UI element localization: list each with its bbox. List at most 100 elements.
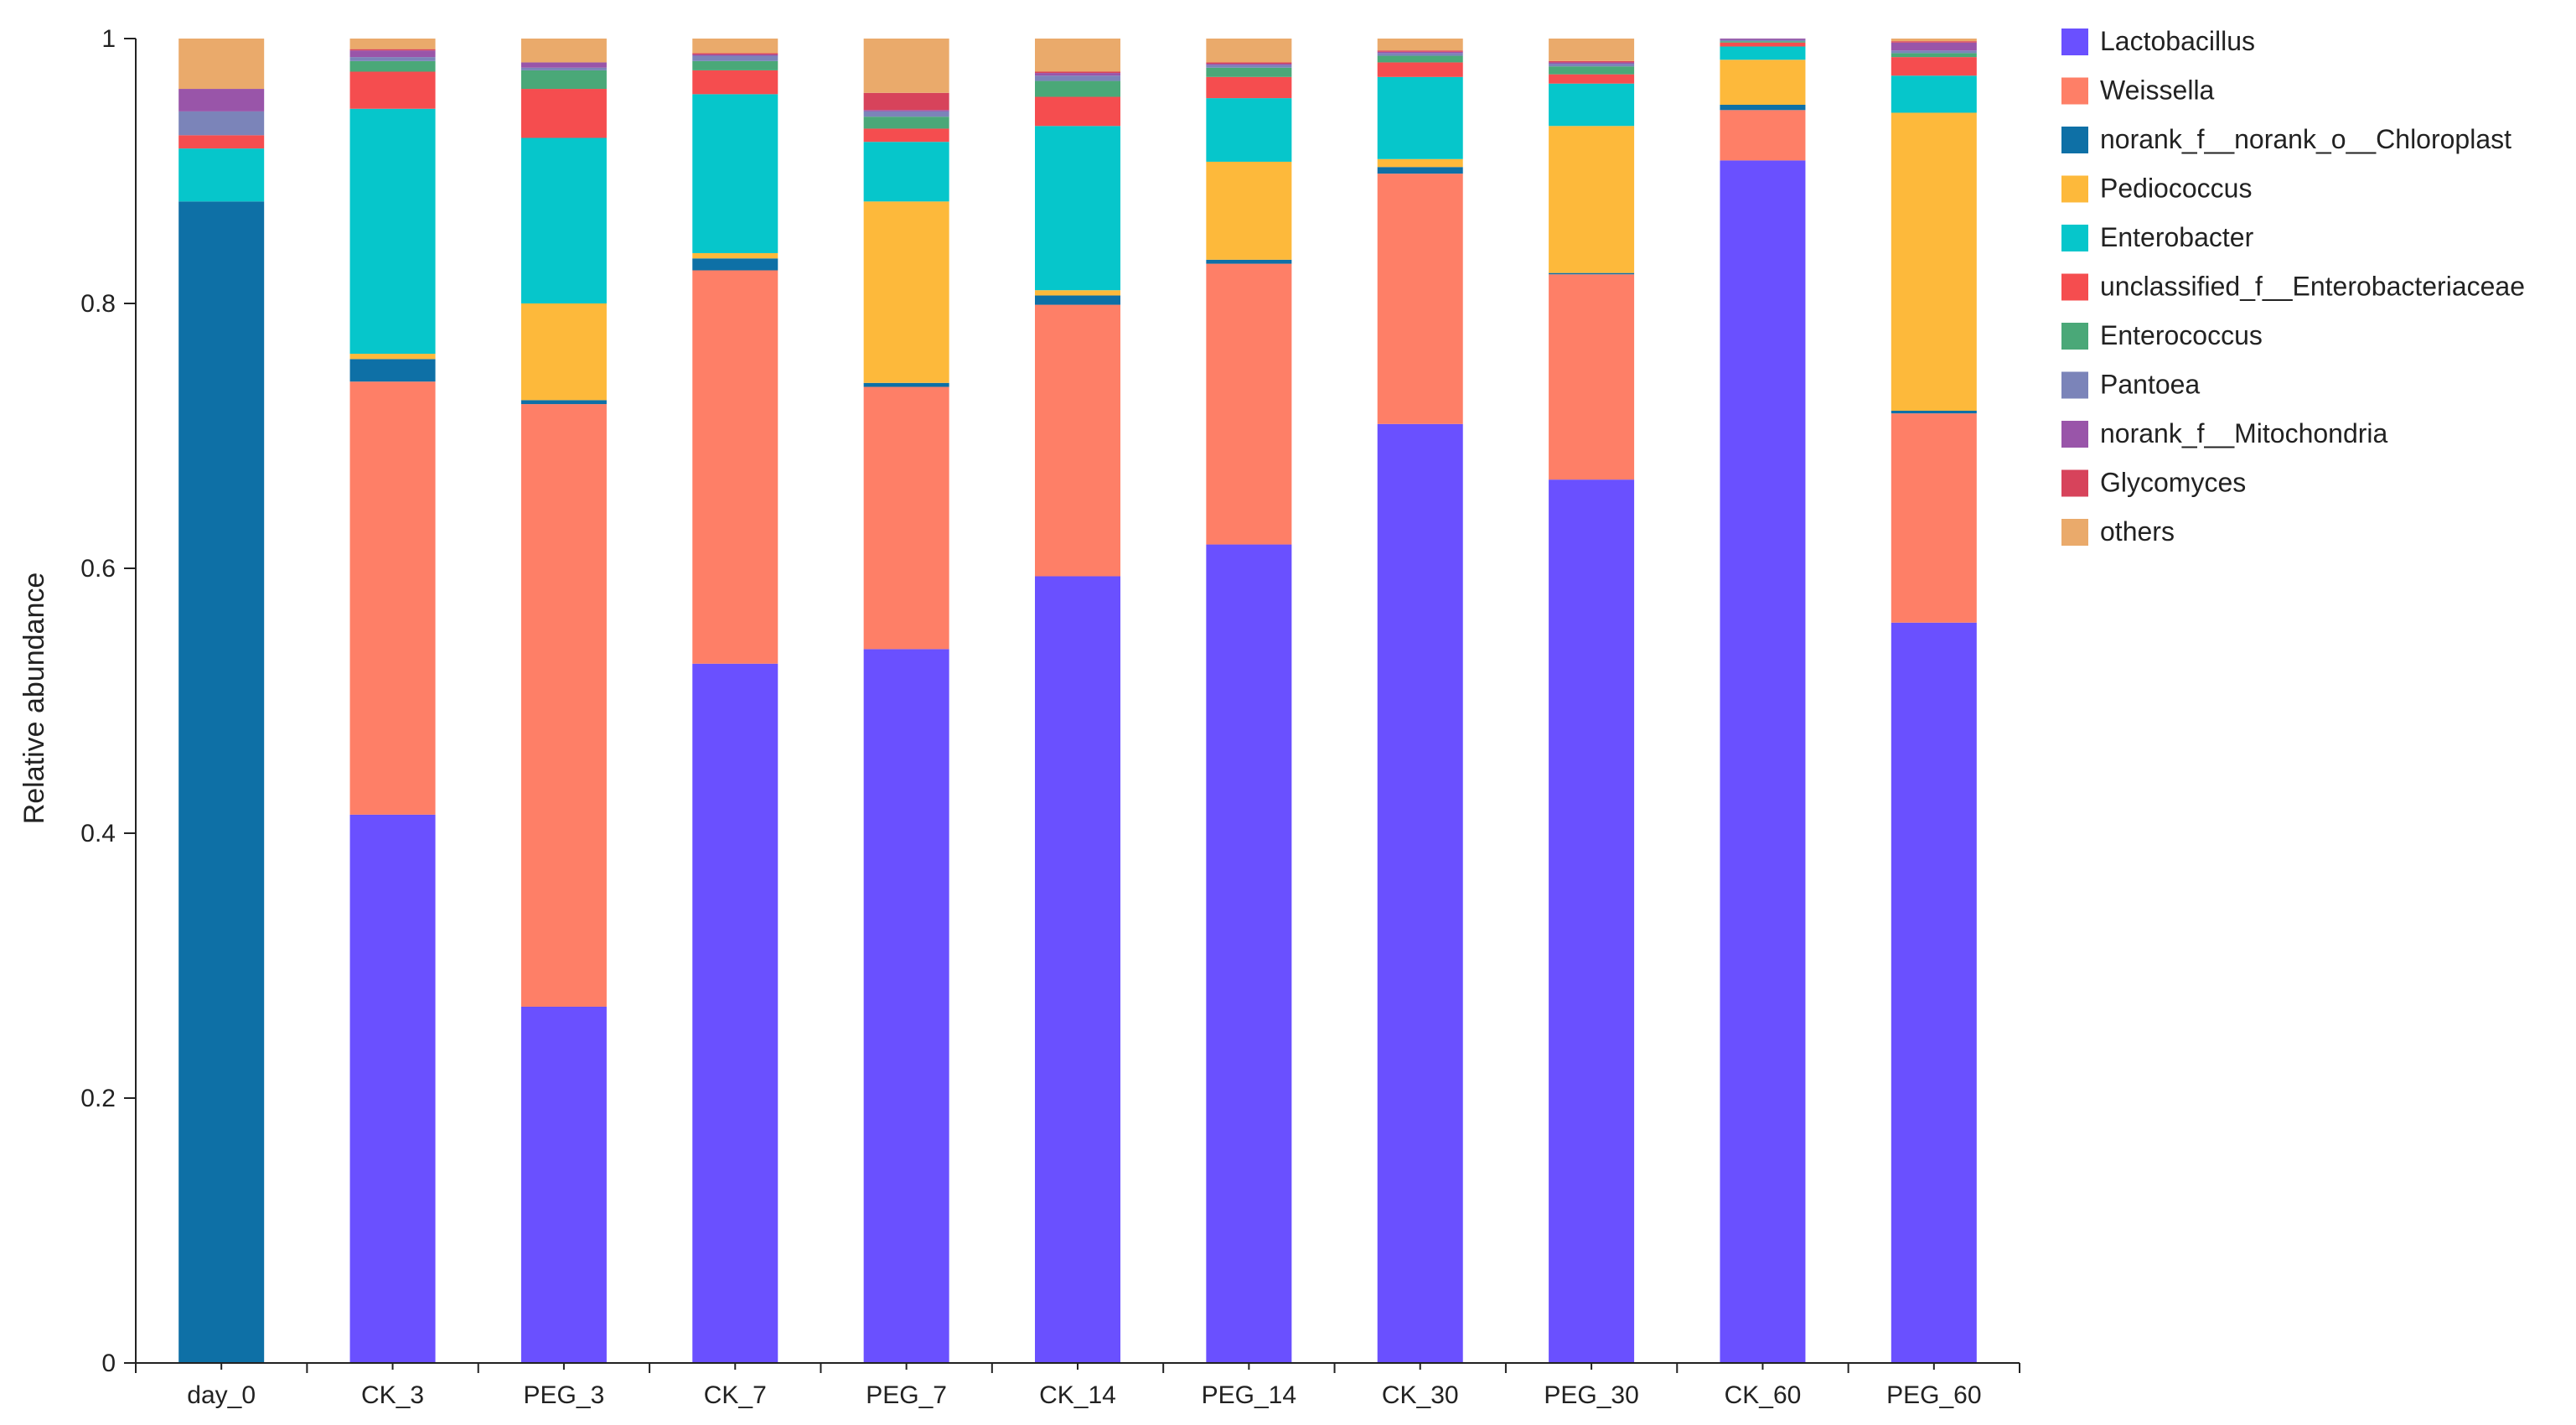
x-tick-label-peg-30: PEG_30 (1544, 1381, 1638, 1409)
legend-label: Enterococcus (2100, 320, 2263, 350)
legend: Lactobacillus Weissella norank_f__norank_o… (2061, 26, 2525, 547)
legend-item-unclassified-f-enterobacteriaceae: unclassified_f__Enterobacteriaceae (2061, 272, 2525, 302)
legend-swatch (2061, 371, 2088, 399)
bar-segment-ck-3-lactobacillus (349, 814, 436, 1363)
bar-segment-ck-60-lactobacillus (1720, 160, 1806, 1364)
bar-segment-day-0-pantoea (178, 111, 265, 136)
legend-item-others: others (2061, 516, 2175, 547)
legend-label: norank_f__Mitochondria (2100, 418, 2388, 448)
legend-item-weissella: Weissella (2061, 75, 2215, 106)
bar-segment-peg-3-norank-f-norank-o-chloroplast (520, 400, 607, 405)
bar-stack-ck-14 (1035, 39, 1120, 1363)
bar-segment-ck-3-enterococcus (349, 60, 436, 72)
bar-segment-peg-14-lactobacillus (1206, 544, 1292, 1363)
bar-segment-peg-60-weissella (1891, 413, 1977, 623)
bar-segment-ck-14-enterococcus (1035, 80, 1120, 97)
bar-segment-ck-14-glycomyces (1035, 71, 1120, 74)
bar-segment-peg-14-others (1206, 39, 1292, 63)
bar-segment-peg-7-others (863, 39, 949, 93)
bar-segment-ck-60-enterobacter (1720, 46, 1806, 60)
y-tick-label: 1 (101, 25, 116, 53)
bar-segment-peg-7-pediococcus (863, 201, 949, 383)
bar-segment-peg-3-enterobacter (520, 137, 607, 303)
bar-segment-peg-7-norank-f-norank-o-chloroplast (863, 382, 949, 387)
legend-swatch (2061, 519, 2088, 546)
bar-segment-peg-14-pediococcus (1206, 161, 1292, 260)
legend-swatch (2061, 28, 2088, 55)
bar-segment-peg-60-pantoea (1891, 50, 1977, 54)
legend-label: Weissella (2100, 75, 2215, 106)
bar-segment-peg-30-pantoea (1549, 64, 1635, 67)
bar-segment-ck-30-enterobacter (1377, 76, 1463, 159)
bar-segment-peg-60-pediococcus (1891, 112, 1977, 411)
bar-segment-peg-30-others (1549, 39, 1635, 61)
x-tick-label-peg-7: PEG_7 (866, 1381, 947, 1409)
bar-segment-peg-14-weissella (1206, 263, 1292, 545)
bar-segment-peg-3-lactobacillus (520, 1006, 607, 1363)
y-axis-title: Relative abundance (18, 573, 50, 825)
legend-item-enterobacter: Enterobacter (2061, 222, 2254, 252)
bar-segment-ck-14-norank-f-mitochondria (1035, 73, 1120, 76)
bar-segment-ck-7-others (692, 39, 778, 54)
bar-segment-ck-3-pediococcus (349, 354, 436, 360)
bar-segment-ck-60-pantoea (1720, 39, 1806, 42)
bar-segment-day-0-others (178, 39, 265, 90)
x-tick-label-ck-60: CK_60 (1725, 1381, 1802, 1409)
bar-stack-day-0 (178, 39, 265, 1364)
bar-segment-ck-3-pantoea (349, 57, 436, 61)
bar-segment-peg-3-others (520, 39, 607, 63)
bar-segment-peg-60-unclassified-f-enterobacteriaceae (1891, 57, 1977, 76)
bar-segment-peg-3-enterococcus (520, 70, 607, 90)
legend-item-glycomyces: Glycomyces (2061, 468, 2246, 498)
bar-segment-ck-30-lactobacillus (1377, 423, 1463, 1363)
legend-label: unclassified_f__Enterobacteriaceae (2100, 272, 2525, 302)
bar-segment-day-0-norank-f-norank-o-chloroplast (178, 201, 265, 1364)
bar-segment-peg-60-lactobacillus (1891, 622, 1977, 1363)
bar-segment-peg-30-weissella (1549, 274, 1635, 480)
bar-segment-ck-7-norank-f-mitochondria (692, 54, 778, 56)
bar-segment-day-0-enterobacter (178, 148, 265, 202)
bar-stack-peg-7 (863, 39, 949, 1363)
bar-segment-ck-30-unclassified-f-enterobacteriaceae (1377, 62, 1463, 77)
bar-segment-peg-30-norank-f-norank-o-chloroplast (1549, 272, 1635, 275)
x-tick-label-ck-14: CK_14 (1039, 1381, 1116, 1409)
bar-segment-ck-14-lactobacillus (1035, 576, 1120, 1363)
bar-segment-ck-3-glycomyces (349, 49, 436, 51)
bar-segment-peg-30-glycomyces (1549, 60, 1635, 63)
bars-layer (178, 39, 1977, 1364)
bar-segment-ck-14-pantoea (1035, 75, 1120, 81)
x-tick-label-peg-14: PEG_14 (1202, 1381, 1296, 1409)
legend-swatch (2061, 469, 2088, 497)
y-tick-label: 0.6 (80, 555, 116, 583)
legend-label: norank_f__norank_o__Chloroplast (2100, 124, 2511, 154)
bar-segment-peg-60-norank-f-mitochondria (1891, 42, 1977, 51)
bar-segment-ck-30-weissella (1377, 174, 1463, 424)
bar-segment-peg-14-unclassified-f-enterobacteriaceae (1206, 76, 1292, 99)
bar-segment-ck-7-pantoea (692, 55, 778, 61)
legend-label: Glycomyces (2100, 468, 2246, 498)
bar-stack-peg-14 (1206, 39, 1292, 1363)
bar-segment-ck-7-enterobacter (692, 94, 778, 253)
legend-swatch (2061, 225, 2088, 251)
bar-segment-peg-3-pantoea (520, 67, 607, 70)
y-tick-label: 0 (101, 1350, 116, 1377)
x-tick-label-ck-7: CK_7 (704, 1381, 767, 1409)
bar-segment-peg-7-enterobacter (863, 142, 949, 202)
bar-segment-ck-60-norank-f-mitochondria (1720, 39, 1806, 40)
bar-segment-day-0-norank-f-mitochondria (178, 89, 265, 111)
bar-segment-ck-60-weissella (1720, 110, 1806, 161)
bar-segment-peg-30-enterobacter (1549, 83, 1635, 127)
legend-swatch (2061, 127, 2088, 153)
y-tick-label: 0.4 (80, 820, 116, 847)
bar-segment-ck-7-enterococcus (692, 60, 778, 70)
legend-item-pantoea: Pantoea (2061, 370, 2200, 400)
bar-segment-ck-7-unclassified-f-enterobacteriaceae (692, 70, 778, 95)
bar-segment-ck-60-pediococcus (1720, 60, 1806, 105)
bar-segment-ck-60-norank-f-norank-o-chloroplast (1720, 105, 1806, 111)
bar-segment-ck-3-norank-f-mitochondria (349, 50, 436, 58)
legend-item-norank-f-mitochondria: norank_f__Mitochondria (2061, 418, 2388, 448)
bar-segment-ck-30-glycomyces (1377, 50, 1463, 52)
bar-segment-ck-7-lactobacillus (692, 663, 778, 1363)
bar-segment-ck-3-enterobacter (349, 108, 436, 355)
bar-segment-day-0-unclassified-f-enterobacteriaceae (178, 135, 265, 149)
